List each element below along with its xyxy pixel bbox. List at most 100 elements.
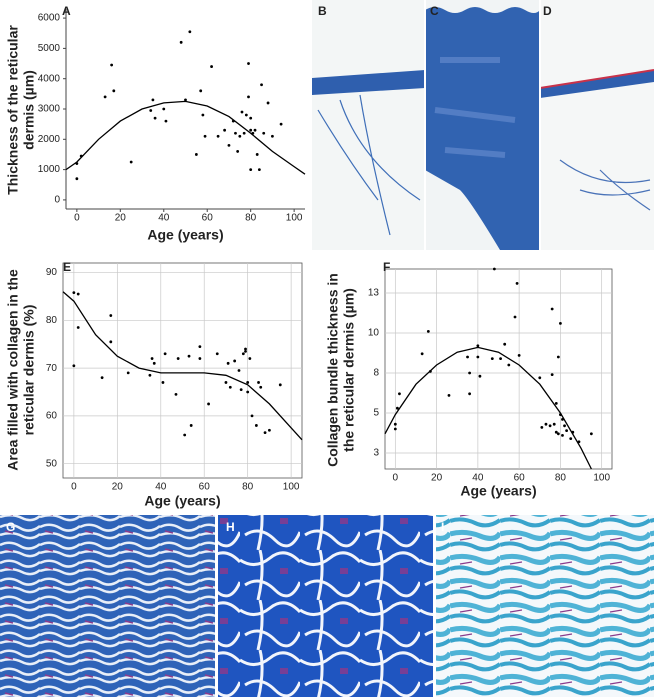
fit-curve — [62, 291, 303, 441]
y-axis-title: dermis (µm) — [21, 70, 37, 150]
data-point — [517, 354, 521, 357]
data-point — [426, 330, 430, 333]
data-point — [550, 373, 554, 376]
data-point — [234, 131, 237, 135]
data-point — [263, 431, 267, 435]
panel-label: A — [62, 4, 71, 18]
x-tick-label: 0 — [74, 213, 80, 224]
data-point — [255, 153, 259, 156]
data-point — [164, 119, 168, 123]
data-point — [126, 371, 130, 375]
panel-label: F — [383, 260, 390, 274]
data-point — [148, 373, 152, 377]
micrograph-ghi — [0, 515, 654, 697]
x-axis-title: Age (years) — [147, 227, 223, 243]
data-point — [538, 376, 542, 380]
data-point — [278, 383, 282, 387]
data-point — [254, 424, 258, 427]
x-tick-label: 80 — [242, 482, 254, 493]
data-point — [253, 128, 257, 132]
data-point — [109, 314, 113, 317]
x-axis-title: Age (years) — [460, 483, 536, 499]
y-tick-label: 13 — [368, 288, 380, 299]
x-tick-label: 60 — [202, 213, 214, 224]
data-point — [201, 113, 205, 117]
y-tick-label: 3000 — [38, 104, 61, 115]
data-point — [109, 340, 113, 344]
data-point — [150, 357, 154, 360]
x-tick-label: 20 — [115, 213, 127, 224]
data-point — [103, 95, 107, 99]
panel-label: G — [6, 520, 15, 534]
y-tick-label: 8 — [373, 368, 379, 379]
data-point — [237, 369, 241, 372]
data-point — [224, 381, 228, 384]
data-point — [189, 424, 193, 427]
x-tick-label: 40 — [155, 482, 167, 493]
data-point — [203, 134, 207, 138]
x-tick-label: 40 — [472, 473, 484, 484]
data-point — [561, 434, 564, 437]
data-point — [236, 150, 240, 153]
data-point — [100, 376, 104, 380]
data-point — [249, 128, 253, 132]
data-point — [149, 109, 153, 112]
data-point — [249, 116, 253, 120]
x-tick-label: 0 — [71, 482, 77, 493]
data-point — [247, 95, 250, 99]
x-tick-label: 60 — [514, 473, 526, 484]
data-point — [216, 134, 220, 138]
y-axis-title: Thickness of the reticular — [5, 25, 21, 195]
data-point — [244, 113, 248, 117]
y-tick-label: 5 — [373, 408, 379, 419]
x-tick-label: 100 — [283, 482, 300, 493]
y-axis-title: reticular dermis (%) — [21, 305, 37, 436]
y-axis-title: Collagen bundle thickness in — [325, 273, 341, 467]
y-axis-title: the reticular dermis (µm) — [341, 288, 357, 452]
data-point — [398, 392, 401, 396]
data-point — [179, 40, 183, 44]
data-point — [187, 354, 191, 358]
data-point — [246, 381, 250, 384]
data-point — [153, 116, 157, 120]
data-point — [248, 357, 252, 360]
data-point — [268, 428, 271, 432]
data-point — [395, 406, 399, 410]
data-point — [515, 282, 519, 285]
data-point — [207, 402, 210, 406]
data-point — [279, 122, 283, 126]
x-tick-label: 80 — [555, 473, 567, 484]
x-tick-label: 20 — [431, 473, 443, 484]
data-point — [246, 390, 250, 394]
x-tick-label: 80 — [245, 213, 257, 224]
y-tick-label: 10 — [368, 328, 380, 339]
data-point — [226, 361, 230, 365]
y-tick-label: 5000 — [38, 43, 61, 54]
data-point — [257, 168, 261, 172]
plot-background — [384, 268, 613, 470]
data-point — [151, 98, 155, 102]
data-point — [72, 364, 76, 368]
y-tick-label: 3 — [373, 448, 379, 459]
data-point — [110, 63, 114, 67]
data-point — [552, 422, 556, 426]
data-point — [174, 392, 178, 396]
data-point — [210, 65, 213, 68]
data-point — [490, 357, 494, 360]
data-point — [260, 83, 263, 87]
data-point — [559, 322, 562, 325]
y-axis-title: Area filled with collagen in the — [5, 269, 21, 471]
data-point — [503, 342, 507, 346]
y-tick-label: 2000 — [38, 134, 61, 145]
data-point — [241, 352, 245, 356]
data-point — [76, 292, 80, 296]
y-tick-label: 6000 — [38, 13, 61, 24]
panel-label: I — [441, 520, 444, 534]
data-point — [242, 131, 246, 135]
data-point — [554, 402, 558, 405]
data-point — [161, 381, 165, 384]
y-tick-label: 80 — [46, 315, 58, 326]
panel-label: B — [318, 4, 327, 18]
data-point — [152, 361, 156, 365]
